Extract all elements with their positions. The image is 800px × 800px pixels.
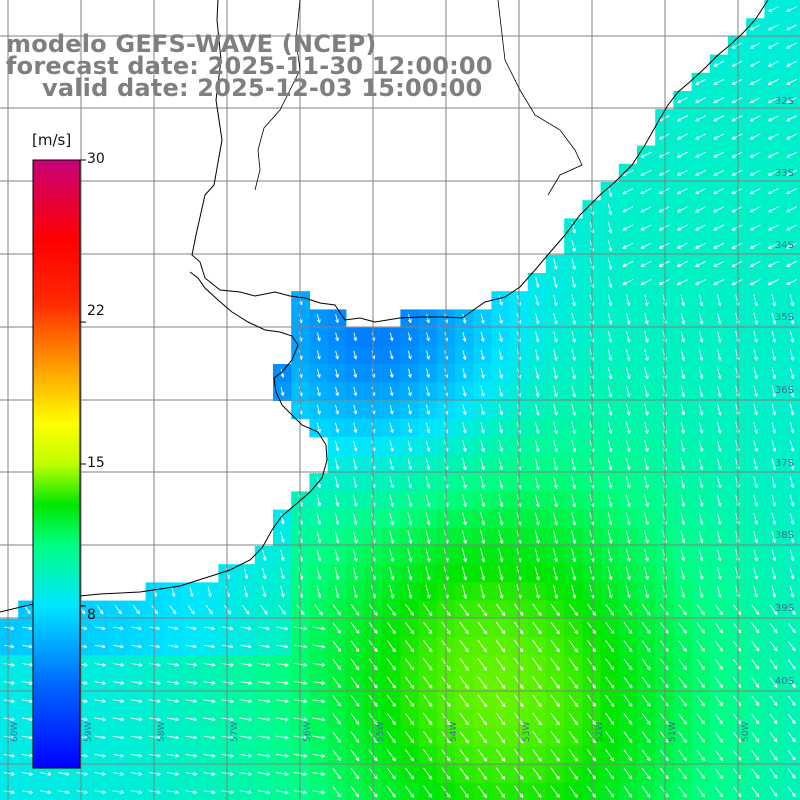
colorbar-tick-30: 30 xyxy=(87,151,105,167)
valid-date: valid date: 2025-12-03 15:00:00 xyxy=(42,74,483,102)
colorbar-tick-22: 22 xyxy=(87,303,105,319)
lat-label-33s: 33S xyxy=(774,168,794,179)
lon-label-56w: 56W xyxy=(303,721,313,742)
lon-label-55w: 55W xyxy=(376,721,386,742)
lon-label-59w: 59W xyxy=(84,721,94,742)
lon-label-51w: 51W xyxy=(668,721,678,742)
lat-label-36s: 36S xyxy=(774,385,794,396)
model-title: modelo GEFS-WAVE (NCEP) xyxy=(6,30,377,58)
lat-label-38s: 38S xyxy=(774,530,794,541)
colorbar-tick-15: 15 xyxy=(87,455,105,471)
colorbar-unit: [m/s] xyxy=(32,131,72,149)
coastline xyxy=(0,0,769,613)
lat-label-32s: 32S xyxy=(774,96,794,107)
lat-label-35s: 35S xyxy=(774,312,794,323)
lon-label-52w: 52W xyxy=(595,721,605,742)
lat-label-39s: 39S xyxy=(774,603,794,614)
lon-label-57w: 57W xyxy=(230,721,240,742)
lat-label-40s: 40S xyxy=(774,676,794,687)
lon-label-60w: 60W xyxy=(10,721,20,742)
lon-label-50w: 50W xyxy=(741,721,751,742)
colorbar xyxy=(32,159,86,769)
lat-label-37s: 37S xyxy=(774,458,794,469)
lat-label-34s: 34S xyxy=(774,240,794,251)
colorbar-tick-8: 8 xyxy=(87,607,96,623)
lon-label-53w: 53W xyxy=(522,721,532,742)
lon-label-54w: 54W xyxy=(449,721,459,742)
forecast-date: forecast date: 2025-11-30 12:00:00 xyxy=(6,52,493,80)
lon-label-58w: 58W xyxy=(157,721,167,742)
